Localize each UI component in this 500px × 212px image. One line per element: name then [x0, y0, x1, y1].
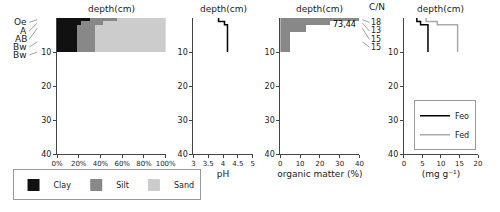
- svg-text:30: 30: [265, 116, 275, 125]
- svg-text:100%: 100%: [156, 160, 176, 168]
- svg-text:40: 40: [178, 150, 188, 159]
- svg-text:40%: 40%: [93, 160, 109, 168]
- svg-text:20: 20: [315, 160, 324, 168]
- svg-text:A: A: [20, 26, 27, 36]
- svg-text:10: 10: [436, 160, 445, 168]
- svg-text:(mg g⁻¹): (mg g⁻¹): [422, 169, 460, 179]
- svg-text:depth(cm): depth(cm): [296, 4, 343, 14]
- svg-text:30: 30: [41, 116, 51, 125]
- svg-text:40: 40: [41, 150, 51, 159]
- svg-text:10: 10: [178, 48, 188, 57]
- svg-text:10: 10: [296, 160, 305, 168]
- svg-text:10: 10: [265, 48, 275, 57]
- svg-text:C/N: C/N: [369, 2, 385, 12]
- svg-text:60%: 60%: [114, 160, 130, 168]
- svg-text:80%: 80%: [136, 160, 152, 168]
- svg-text:5: 5: [420, 160, 424, 168]
- svg-text:Sand: Sand: [174, 181, 194, 190]
- svg-text:4: 4: [221, 160, 226, 168]
- svg-text:Bw: Bw: [13, 50, 27, 60]
- svg-text:20: 20: [265, 82, 275, 91]
- svg-text:20: 20: [178, 82, 188, 91]
- svg-text:30: 30: [178, 116, 188, 125]
- svg-text:5: 5: [250, 160, 254, 168]
- svg-text:organic matter (%): organic matter (%): [277, 169, 362, 179]
- svg-text:Clay: Clay: [54, 181, 72, 190]
- svg-text:20: 20: [474, 160, 483, 168]
- svg-text:40: 40: [265, 150, 275, 159]
- svg-text:40: 40: [355, 160, 364, 168]
- svg-text:depth(cm): depth(cm): [417, 4, 464, 14]
- svg-text:73,44: 73,44: [333, 20, 356, 29]
- svg-text:10: 10: [388, 48, 398, 57]
- svg-text:18: 18: [371, 18, 381, 27]
- svg-text:20%: 20%: [71, 160, 87, 168]
- svg-text:15: 15: [371, 35, 381, 44]
- svg-text:Silt: Silt: [116, 181, 129, 190]
- svg-text:13: 13: [371, 26, 381, 35]
- svg-text:15: 15: [371, 43, 381, 52]
- svg-text:40: 40: [388, 150, 398, 159]
- svg-text:AB: AB: [15, 34, 27, 44]
- svg-text:3: 3: [191, 160, 195, 168]
- svg-text:30: 30: [388, 116, 398, 125]
- svg-text:20: 20: [41, 82, 51, 91]
- svg-text:4.5: 4.5: [232, 160, 243, 168]
- svg-text:10: 10: [41, 48, 51, 57]
- svg-text:3.5: 3.5: [203, 160, 214, 168]
- svg-text:depth(cm): depth(cm): [88, 4, 135, 14]
- svg-text:20: 20: [388, 82, 398, 91]
- svg-text:pH: pH: [217, 169, 229, 179]
- svg-text:0%: 0%: [51, 160, 62, 168]
- svg-text:Oe: Oe: [14, 17, 27, 27]
- svg-text:Feo: Feo: [455, 112, 469, 121]
- svg-text:depth(cm): depth(cm): [200, 4, 247, 14]
- svg-text:0: 0: [402, 160, 406, 168]
- svg-text:Bw: Bw: [13, 42, 27, 52]
- svg-text:30: 30: [335, 160, 344, 168]
- svg-text:15: 15: [455, 160, 464, 168]
- svg-text:Fed: Fed: [455, 131, 469, 140]
- svg-text:0: 0: [278, 160, 282, 168]
